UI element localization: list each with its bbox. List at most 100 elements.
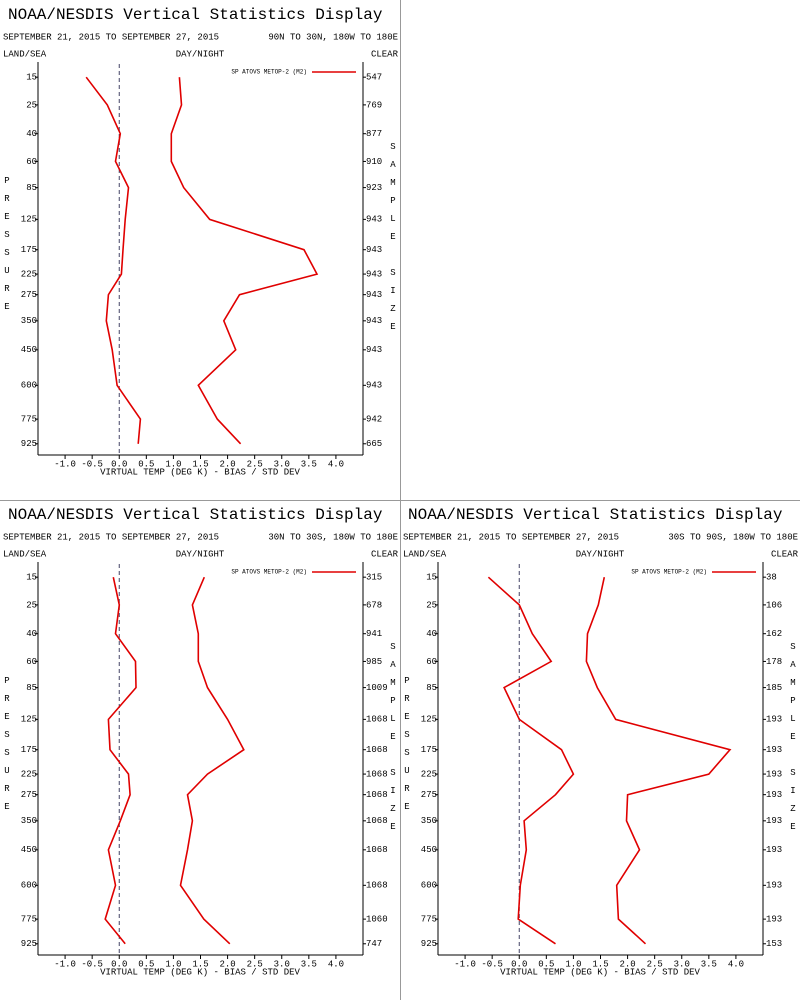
sample-size: 943 — [366, 381, 382, 391]
x-tick-label: 1.5 — [192, 459, 208, 469]
chart-panel: NOAA/NESDIS Vertical Statistics Display S… — [403, 506, 799, 977]
x-axis-label: VIRTUAL TEMP (DEG K) - BIAS / STD DEV — [500, 967, 700, 977]
x-tick-label: 3.0 — [274, 459, 290, 469]
x-tick-label: -1.0 — [54, 959, 76, 969]
x-tick-label: 2.0 — [219, 459, 235, 469]
x-tick-label: 0.5 — [138, 459, 154, 469]
sample-size: 943 — [366, 269, 382, 279]
y-tick-label: 125 — [21, 215, 37, 225]
x-tick-label: 3.5 — [301, 459, 317, 469]
x-tick-label: 1.0 — [165, 459, 181, 469]
sample-size: 943 — [366, 215, 382, 225]
chart-panel: NOAA/NESDIS Vertical Statistics Display S… — [3, 6, 399, 477]
y-tick-label: 125 — [421, 715, 437, 725]
region: 30S TO 90S, 180W TO 180E — [668, 532, 798, 542]
sample-size: 162 — [766, 629, 782, 639]
sample-size: 943 — [366, 316, 382, 326]
date-range: SEPTEMBER 21, 2015 TO SEPTEMBER 27, 2015 — [403, 532, 619, 542]
land-sea: LAND/SEA — [403, 549, 447, 559]
sample-size: 193 — [766, 816, 782, 826]
y-tick-label: 40 — [426, 629, 437, 639]
panel-title: NOAA/NESDIS Vertical Statistics Display — [8, 6, 383, 24]
land-sea: LAND/SEA — [3, 549, 47, 559]
day-night: DAY/NIGHT — [176, 49, 225, 59]
sample-size: 193 — [766, 914, 782, 924]
sample-size: 943 — [366, 245, 382, 255]
x-tick-label: 0.5 — [538, 959, 554, 969]
sample-size: 941 — [366, 629, 382, 639]
x-tick-label: -0.5 — [481, 959, 503, 969]
sample-size: 910 — [366, 157, 382, 167]
y-tick-label: 175 — [21, 245, 37, 255]
profile-line — [179, 576, 245, 945]
x-tick-label: 1.0 — [565, 959, 581, 969]
y-tick-label: 225 — [21, 269, 37, 279]
legend-label: SP ATOVS METOP-2 (M2) — [631, 569, 707, 576]
legend-label: SP ATOVS METOP-2 (M2) — [231, 69, 307, 76]
sample-size: 1068 — [366, 845, 388, 855]
sample-size: 547 — [366, 73, 382, 83]
region: 90N TO 30N, 180W TO 180E — [268, 32, 398, 42]
y-tick-label: 350 — [21, 816, 37, 826]
x-tick-label: 2.5 — [247, 959, 263, 969]
y-tick-label: 600 — [21, 881, 37, 891]
profile-line — [170, 77, 319, 445]
y-tick-label: 40 — [26, 629, 37, 639]
sample-size: 1068 — [366, 816, 388, 826]
sample-size: 678 — [366, 600, 382, 610]
y-tick-label: 600 — [421, 881, 437, 891]
y-tick-label: 275 — [421, 790, 437, 800]
x-tick-label: 0.5 — [138, 959, 154, 969]
y-tick-label: 40 — [26, 129, 37, 139]
sample-size: 1009 — [366, 683, 388, 693]
sample-size: 942 — [366, 414, 382, 424]
sample-size: 38 — [766, 573, 777, 583]
y-tick-label: 775 — [21, 414, 37, 424]
sample-size: 178 — [766, 657, 782, 667]
x-tick-label: 2.0 — [619, 959, 635, 969]
x-tick-label: 2.0 — [219, 959, 235, 969]
x-tick-label: 4.0 — [728, 959, 744, 969]
sample-size: 193 — [766, 881, 782, 891]
sample-size: 193 — [766, 745, 782, 755]
x-tick-label: -1.0 — [54, 459, 76, 469]
y-tick-label: 275 — [21, 790, 37, 800]
x-tick-label: 0.0 — [111, 459, 127, 469]
x-tick-label: 3.0 — [674, 959, 690, 969]
y-tick-label: 85 — [26, 183, 37, 193]
day-night: DAY/NIGHT — [176, 549, 225, 559]
y-tick-label: 60 — [426, 657, 437, 667]
sample-size: 1068 — [366, 745, 388, 755]
y-tick-label: 450 — [421, 845, 437, 855]
sample-size: 923 — [366, 183, 382, 193]
sample-size: 193 — [766, 845, 782, 855]
profile-line — [85, 76, 142, 444]
panel-title: NOAA/NESDIS Vertical Statistics Display — [8, 506, 383, 524]
y-tick-label: 275 — [21, 290, 37, 300]
y-tick-label: 60 — [26, 157, 37, 167]
sample-size: 985 — [366, 657, 382, 667]
profile-line — [585, 577, 732, 945]
x-tick-label: 2.5 — [647, 959, 663, 969]
sample-size: 943 — [366, 290, 382, 300]
x-tick-label: 0.0 — [111, 959, 127, 969]
sample-size: 1068 — [366, 715, 388, 725]
x-tick-label: 0.0 — [511, 959, 527, 969]
sample-size: 769 — [366, 100, 382, 110]
y-tick-label: 450 — [21, 845, 37, 855]
y-tick-label: 175 — [421, 745, 437, 755]
y-tick-label: 225 — [421, 769, 437, 779]
sample-size: 877 — [366, 129, 382, 139]
x-tick-label: 3.5 — [301, 959, 317, 969]
y-tick-label: 15 — [26, 73, 37, 83]
x-tick-label: 3.0 — [274, 959, 290, 969]
y-tick-label: 350 — [21, 316, 37, 326]
clear: CLEAR — [371, 49, 399, 59]
x-axis-label: VIRTUAL TEMP (DEG K) - BIAS / STD DEV — [100, 467, 300, 477]
y-tick-label: 925 — [21, 939, 37, 949]
y-tick-label: 925 — [21, 439, 37, 449]
y-tick-label: 775 — [21, 914, 37, 924]
